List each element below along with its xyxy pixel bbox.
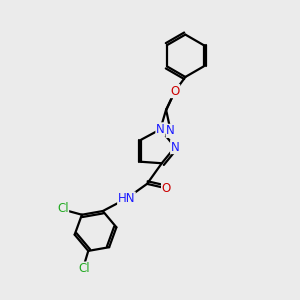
Text: O: O xyxy=(170,85,180,98)
Text: HN: HN xyxy=(118,192,135,205)
Text: H: H xyxy=(122,192,131,205)
Text: N: N xyxy=(166,124,175,137)
Text: O: O xyxy=(162,182,171,195)
Text: N: N xyxy=(171,141,179,154)
Text: Cl: Cl xyxy=(57,202,69,215)
Text: Cl: Cl xyxy=(78,262,90,275)
Text: N: N xyxy=(156,123,165,136)
